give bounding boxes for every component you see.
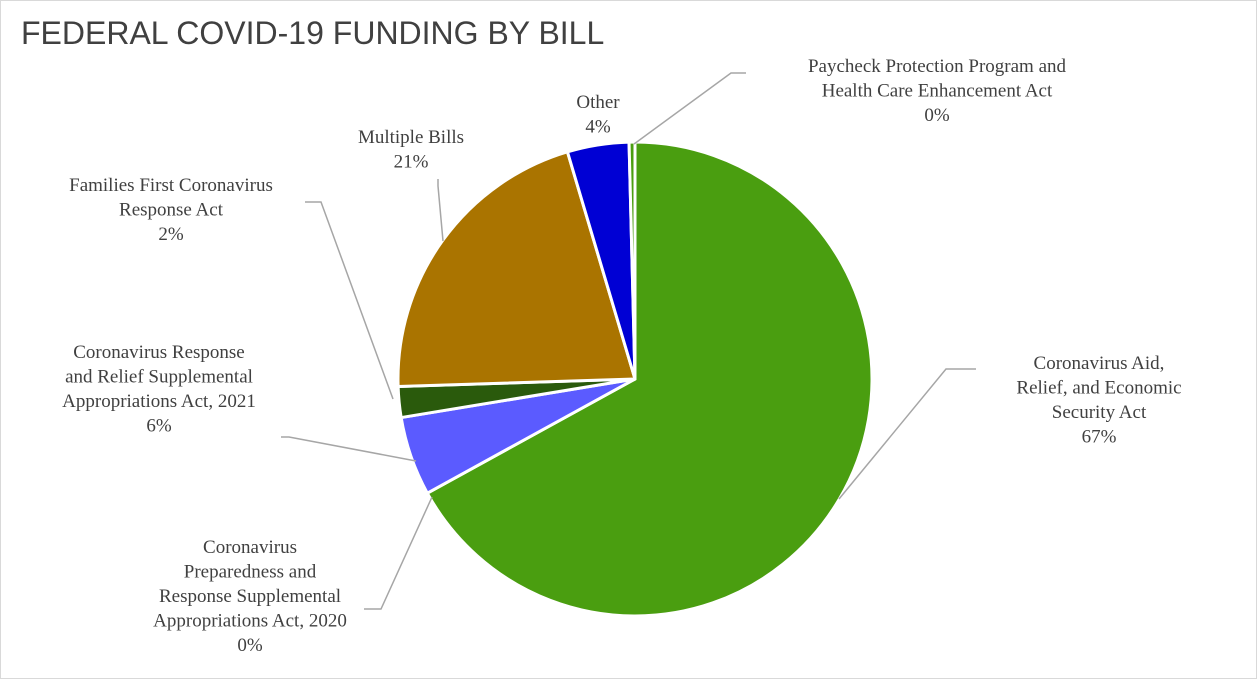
slice-name-label: Security Act — [1052, 402, 1147, 423]
pie-slices — [396, 140, 874, 618]
slice-name-label: Coronavirus Aid, — [1034, 353, 1165, 374]
slice-percent-label: 2% — [158, 224, 184, 245]
slice-name-label: and Relief Supplemental — [65, 367, 253, 388]
pie-slice-coronavirus-aid-relief-and-economic-security-act — [425, 140, 874, 618]
slice-name-label: Health Care Enhancement Act — [822, 81, 1053, 102]
data-label-other: Other 4% — [576, 92, 620, 138]
leader-line-multiple-bills — [437, 179, 444, 242]
slice-percent-label: 67% — [1082, 427, 1117, 448]
slice-name-label: Coronavirus Response — [73, 342, 245, 363]
slice-name-label: Coronavirus — [203, 537, 297, 558]
leader-lines — [281, 72, 976, 610]
slice-percent-label: 0% — [924, 105, 950, 126]
slice-name-label: Families First Coronavirus — [69, 175, 273, 196]
slice-name-label: Response Supplemental — [159, 586, 341, 607]
slice-name-label: Appropriations Act, 2021 — [62, 391, 256, 412]
leader-line-coronavirus-aid-relief-and-economic-security-act — [838, 368, 976, 500]
leader-line-families-first-coronavirus-response-act — [305, 201, 394, 400]
chart-title: FEDERAL COVID-19 FUNDING BY BILL — [21, 15, 605, 51]
data-label-coronavirus-preparedness-and-response-supplemental-appropriations-act-2020: Coronavirus Preparedness and Response Supp… — [153, 537, 347, 656]
leader-line-coronavirus-response-and-relief-supplemental-appropriations-act-2021 — [281, 436, 417, 462]
slice-name-label: Response Act — [119, 200, 224, 221]
data-label-coronavirus-aid-relief-and-economic-security-act: Coronavirus Aid, Relief, and Economic Secu… — [1016, 353, 1181, 448]
slice-percent-label: 6% — [146, 416, 172, 437]
slice-name-label: Appropriations Act, 2020 — [153, 611, 347, 632]
slice-name-label: Multiple Bills — [358, 127, 464, 148]
slice-name-label: Relief, and Economic — [1016, 378, 1181, 399]
pie-slice-paycheck-protection-program-and-health-care-enhancement-act — [627, 140, 637, 381]
slice-name-label: Paycheck Protection Program and — [808, 56, 1067, 77]
slice-name-label: Preparedness and — [184, 562, 317, 583]
data-label-paycheck-protection-program-and-health-care-enhancement-act: Paycheck Protection Program and Health Ca… — [808, 56, 1067, 126]
slice-percent-label: 21% — [394, 152, 429, 173]
slice-labels: Coronavirus Aid, Relief, and Economic Secu… — [62, 56, 1181, 656]
data-label-families-first-coronavirus-response-act: Families First Coronavirus Response Act 2% — [69, 175, 273, 245]
slice-percent-label: 4% — [585, 117, 611, 138]
data-label-coronavirus-response-and-relief-supplemental-appropriations-act-2021: Coronavirus Response and Relief Supplemen… — [62, 342, 256, 437]
leader-line-paycheck-protection-program-and-health-care-enhancement-act — [633, 72, 746, 145]
leader-line-coronavirus-preparedness-and-response-supplemental-appropriations-act-2020 — [364, 496, 433, 610]
slice-name-label: Other — [576, 92, 620, 113]
slice-percent-label: 0% — [237, 635, 263, 656]
data-label-multiple-bills: Multiple Bills 21% — [358, 127, 464, 173]
